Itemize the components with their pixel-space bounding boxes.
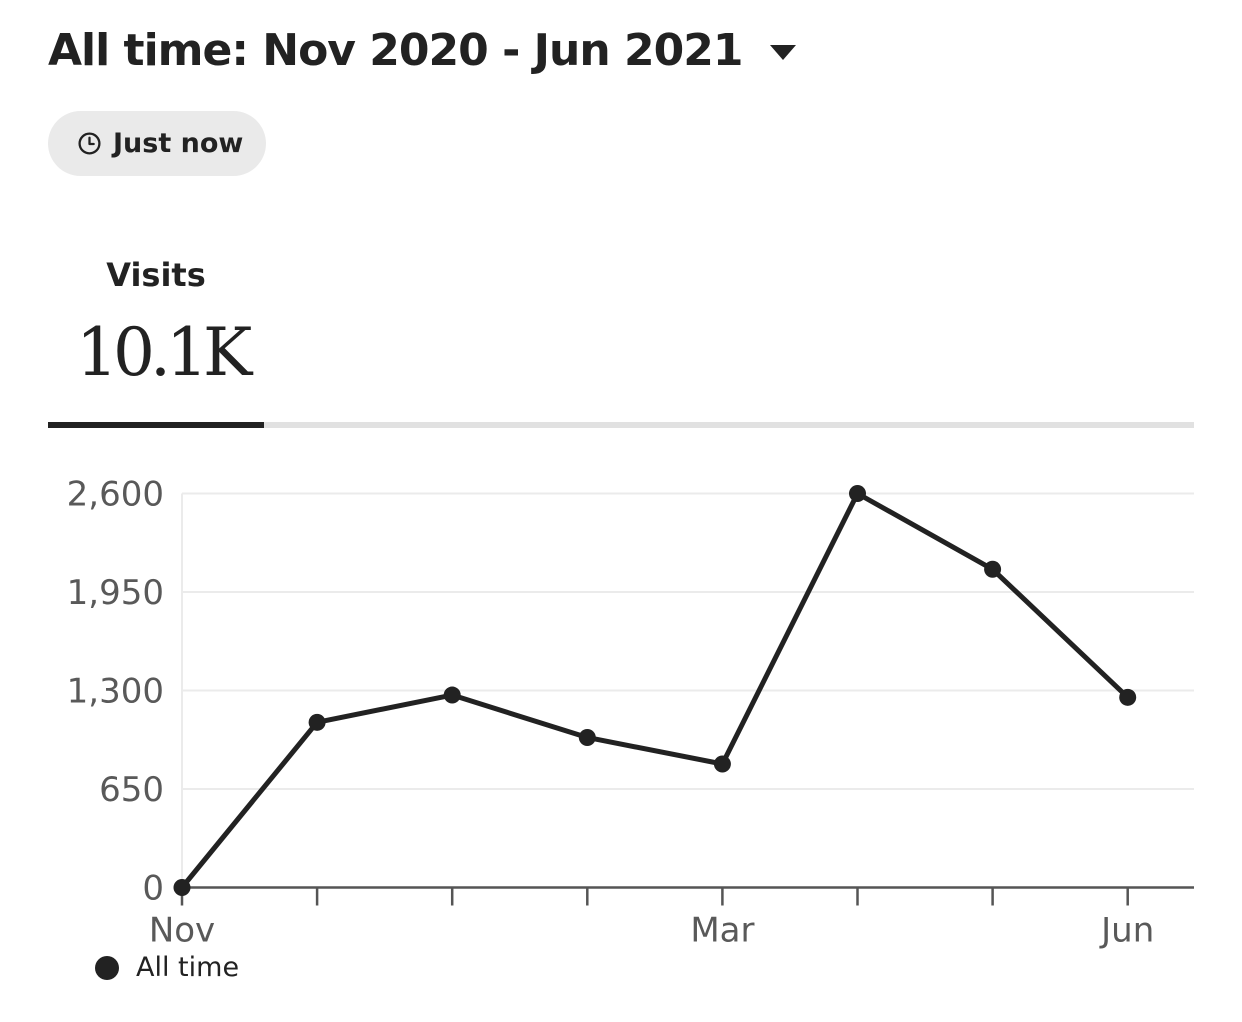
y-tick-label: 1,300 xyxy=(67,672,164,712)
tab-selected-indicator xyxy=(48,422,264,428)
data-point xyxy=(173,879,191,896)
x-tick-label: Nov xyxy=(149,911,215,951)
data-point xyxy=(849,485,866,502)
visits-line-chart: 0 650 1,300 1,950 2,600 Nov Mar Jun xyxy=(67,475,1194,951)
last-updated-badge: Just now xyxy=(48,111,266,176)
y-tick-label: 650 xyxy=(99,770,164,810)
data-point xyxy=(713,755,731,773)
data-point xyxy=(578,728,596,746)
y-tick-label: 1,950 xyxy=(67,573,164,613)
last-updated-label: Just now xyxy=(113,128,244,159)
chart-legend: All time xyxy=(95,952,239,983)
series-line xyxy=(179,491,1131,890)
data-point xyxy=(308,713,326,731)
legend-marker xyxy=(95,955,119,980)
data-point xyxy=(443,686,461,704)
tab-visits[interactable]: Visits 10.1K xyxy=(48,250,264,428)
legend-label: All time xyxy=(136,952,240,983)
date-range-title: All time: Nov 2020 - Jun 2021 xyxy=(48,24,743,76)
date-range-dropdown[interactable]: All time: Nov 2020 - Jun 2021 xyxy=(48,22,797,78)
metric-value: 10.1K xyxy=(76,314,252,391)
caret-down-icon[interactable] xyxy=(770,44,797,60)
clock-icon xyxy=(78,132,101,155)
y-tick-label: 0 xyxy=(142,869,164,909)
x-tick-label: Jun xyxy=(1099,911,1154,951)
data-point xyxy=(984,560,1002,578)
metric-label: Visits xyxy=(106,256,206,294)
tab-track xyxy=(48,422,1194,428)
x-tick-label: Mar xyxy=(690,911,754,951)
data-point xyxy=(1119,688,1137,706)
y-tick-label: 2,600 xyxy=(67,475,164,515)
